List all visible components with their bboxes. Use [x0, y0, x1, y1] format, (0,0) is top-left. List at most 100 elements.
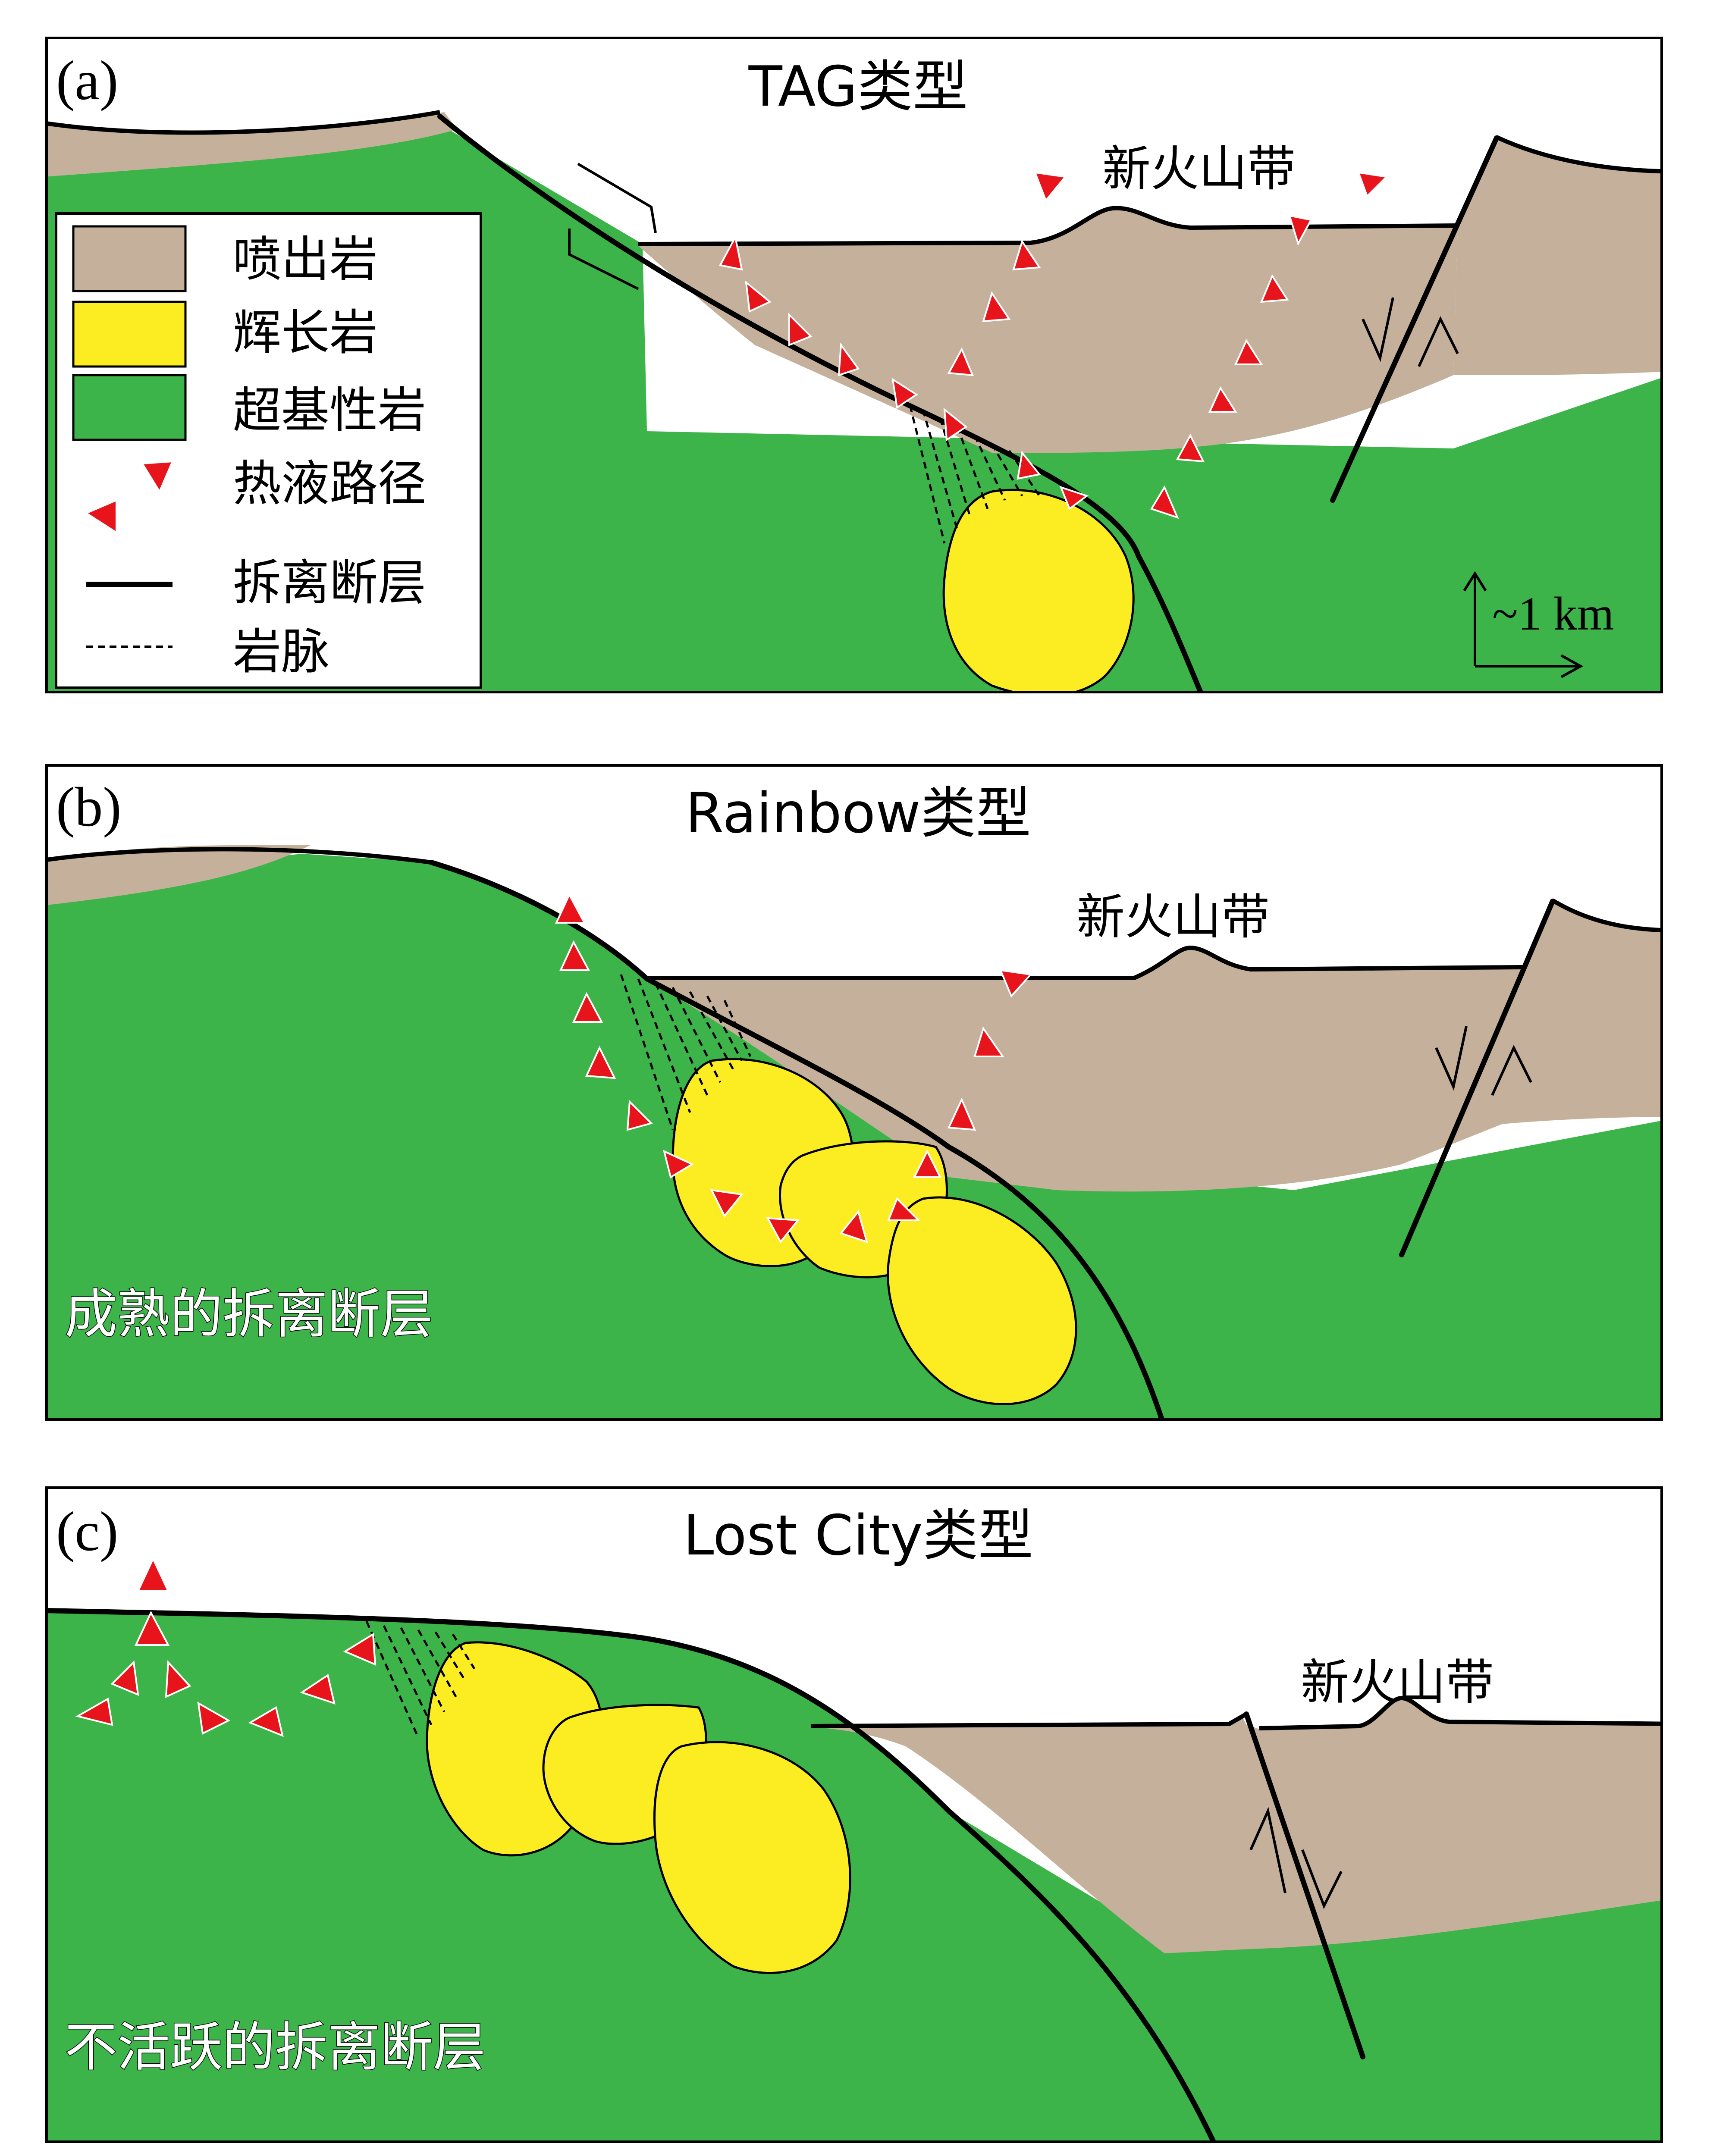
legend-label-dike: 岩脉: [233, 624, 329, 680]
panel-b: (b) Rainbow类型 新火山带 成熟的拆离断层: [45, 764, 1663, 1421]
normal-shear-left-b: [1435, 1026, 1468, 1091]
legend-label-extrusive: 喷出岩: [233, 232, 378, 288]
volcanic-zone-label-c: 新火山带: [1301, 1655, 1494, 1711]
flow-arrow: [913, 1149, 942, 1178]
flow-arrow: [1150, 485, 1179, 519]
normal-shear-right-b: [1491, 1045, 1532, 1096]
hydrothermal-path-a: [719, 171, 1389, 519]
panel-frame-b: [45, 764, 1663, 1421]
legend-label-gabbro: 辉长岩: [233, 305, 378, 361]
normal-shear-left-a: [1362, 297, 1394, 362]
seafloor-b: [47, 847, 1662, 980]
seafloor-a: [47, 110, 1662, 246]
volcanic-zone-label-a: 新火山带: [1102, 141, 1296, 197]
caption-c: 不活跃的拆离断层: [65, 2017, 486, 2078]
panel-title-a: TAG类型: [748, 55, 968, 119]
panel-frame-a: [45, 37, 1663, 693]
flow-arrow: [1260, 274, 1289, 303]
flow-arrow: [559, 940, 590, 971]
legend: 喷出岩 辉长岩 超基性岩 热液路径 拆离断层 岩脉: [55, 212, 482, 689]
flow-arrow: [110, 1660, 139, 1696]
shear-arrow-upper-a: [577, 163, 657, 233]
flow-arrow: [1234, 338, 1263, 365]
gabbro-body-b3: [887, 1196, 1077, 1405]
detachment-fault-c: [47, 1608, 1217, 2142]
flow-arrow: [973, 1026, 1004, 1057]
gabbro-body-c3: [653, 1741, 851, 1974]
flow-arrow: [891, 377, 918, 409]
flow-arrow: [887, 1197, 921, 1221]
flow-arrow: [999, 969, 1032, 998]
flow-arrow: [947, 1097, 976, 1131]
flow-arrow: [719, 235, 743, 271]
flow-arrow: [248, 1706, 284, 1737]
normal-fault-b: [1399, 899, 1555, 1257]
flow-arrow: [982, 291, 1011, 323]
flow-arrow: [766, 1217, 800, 1244]
flow-arrow: [1033, 171, 1067, 202]
panel-title-c: Lost City类型: [683, 1504, 1033, 1568]
flow-arrow: [745, 280, 772, 313]
dikes-c: [365, 1620, 476, 1739]
flow-arrow: [75, 1697, 113, 1726]
seafloor-c: [810, 1696, 1662, 1730]
flow-arrow: [165, 1660, 191, 1698]
flow-arrow: [343, 1633, 377, 1666]
extrusive-left-a: [47, 112, 457, 177]
normal-shear-right-a: [1418, 316, 1459, 367]
legend-triangle-icon: [84, 498, 117, 534]
panel-letter-c: (c): [56, 1501, 118, 1563]
extrusive-center-c: [811, 1699, 1662, 1953]
flow-arrow: [1176, 433, 1205, 463]
panel-c: (c) Lost City类型 新火山带 不活跃的拆离断层: [45, 1486, 1663, 2143]
flow-arrow: [626, 1100, 653, 1131]
panel-title-b: Rainbow类型: [685, 781, 1031, 846]
panel-letter-a: (a): [56, 50, 118, 112]
ultramafic-layer-b: [47, 854, 1662, 1420]
extrusive-right-a: [1453, 138, 1662, 375]
legend-swatch-extrusive: [72, 225, 187, 292]
flow-arrow: [663, 1150, 694, 1179]
panel-frame-c: [45, 1486, 1663, 2143]
legend-triangle-icon: [141, 460, 174, 494]
hydrothermal-path-c: [75, 1557, 377, 1737]
legend-label-hydrothermal: 热液路径: [233, 456, 426, 512]
volcanic-zone-label-b: 新火山带: [1076, 889, 1270, 945]
scale-indicator: ~1 km: [1463, 571, 1614, 678]
flow-arrow: [838, 342, 860, 376]
flow-arrow: [197, 1702, 231, 1735]
legend-box: [55, 212, 482, 689]
caption-b: 成熟的拆离断层: [65, 1284, 433, 1345]
legend-swatch-ultramafic: [72, 374, 187, 441]
flow-arrow: [572, 992, 603, 1023]
panel-a: (a) TAG类型 新火山带 喷出岩 辉长岩 超基性岩 热液路径 拆离断层 岩脉…: [45, 37, 1663, 693]
flow-arrow: [555, 893, 586, 924]
flow-arrow: [1288, 214, 1313, 246]
flow-arrow: [947, 347, 974, 376]
extrusive-center-a: [638, 209, 1458, 453]
legend-label-ultramafic: 超基性岩: [233, 382, 426, 439]
flow-arrow: [1357, 171, 1389, 198]
flow-arrow: [1017, 451, 1041, 480]
normal-shear-right-c: [1301, 1849, 1343, 1909]
legend-swatch-gabbro: [72, 301, 187, 368]
normal-shear-left-c: [1249, 1807, 1286, 1893]
panel-letter-b: (b): [56, 776, 122, 838]
flow-arrow: [1208, 386, 1237, 413]
extrusive-right-b: [1488, 901, 1662, 1125]
shear-arrow-lower-a: [568, 229, 639, 290]
flow-arrow: [788, 313, 813, 346]
flow-arrow: [134, 1611, 170, 1646]
scale-vertical-arrow-icon: [1463, 571, 1487, 666]
flow-arrow: [943, 407, 968, 442]
detachment-fault-a: [437, 114, 1204, 692]
flow-arrow: [1059, 486, 1089, 511]
extrusive-left-b: [47, 845, 311, 906]
flow-arrow: [710, 1189, 744, 1218]
scale-horizontal-arrow-icon: [1475, 654, 1584, 678]
extrusive-center-b: [647, 949, 1522, 1192]
scale-label: ~1 km: [1492, 587, 1614, 640]
dikes-b: [620, 974, 752, 1130]
flow-arrow: [300, 1673, 336, 1705]
